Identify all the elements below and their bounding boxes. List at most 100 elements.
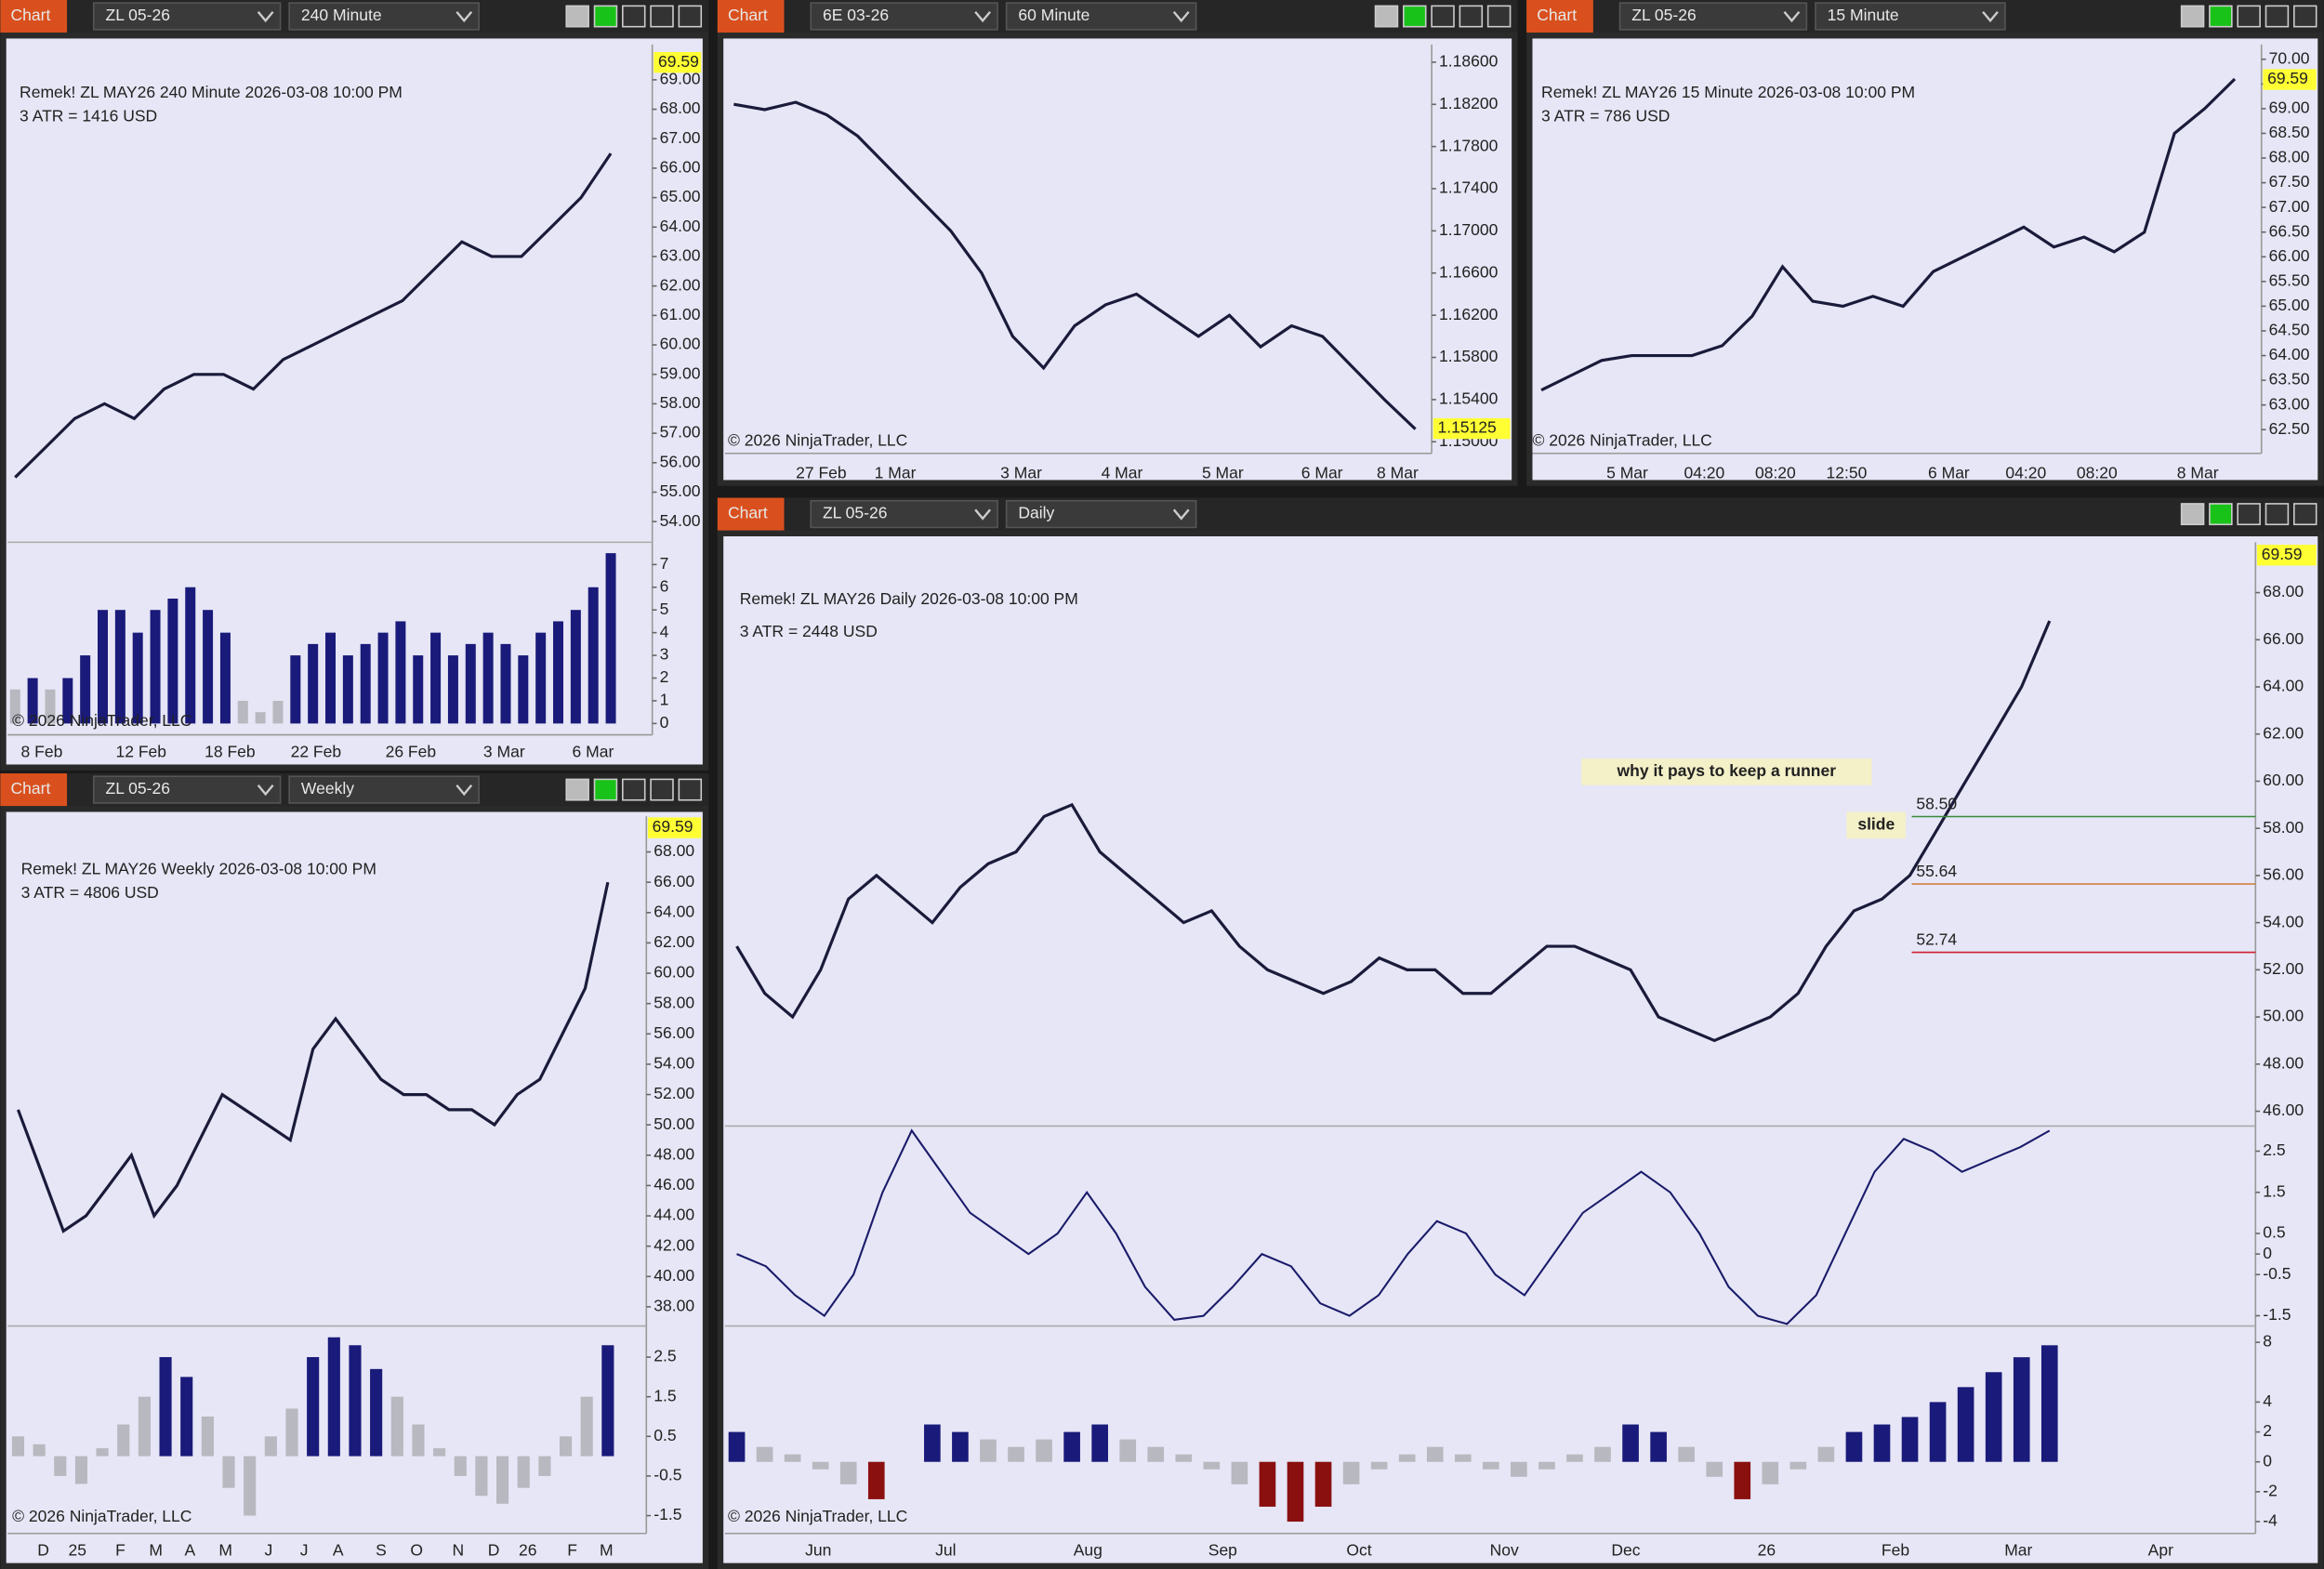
price-label: 57.00 (660, 423, 701, 442)
price-label: 46.00 (2263, 1101, 2304, 1119)
date-label: F (115, 1540, 125, 1559)
window-button[interactable] (2209, 503, 2233, 526)
window-button[interactable] (650, 778, 674, 801)
timeframe-dropdown[interactable] (1815, 2, 2006, 31)
chart-window: Chart ZL 05-26 240 Minute54.0055.0056.0057… (0, 0, 709, 771)
price-label: 54.00 (2263, 912, 2304, 930)
price-label: 66.00 (660, 158, 701, 177)
chart-tab-label: Chart (728, 6, 768, 24)
price-label: 68.00 (2263, 582, 2304, 600)
window-button[interactable] (1403, 5, 1427, 28)
window-button[interactable] (593, 5, 618, 28)
window-button[interactable] (2209, 5, 2233, 28)
instrument-dropdown[interactable] (92, 2, 282, 31)
date-label: A (185, 1540, 196, 1559)
window-button[interactable] (565, 778, 589, 801)
price-label: 60.00 (654, 963, 694, 982)
histogram-bar (433, 1448, 446, 1457)
date-label: 04:20 (2005, 464, 2046, 482)
window-button[interactable] (678, 5, 703, 28)
chart-tab[interactable] (1526, 0, 1593, 33)
histogram-bar (728, 1431, 746, 1462)
window-button[interactable] (2180, 5, 2205, 28)
current-price-label: 69.59 (2267, 69, 2308, 87)
price-label: 68.50 (2269, 123, 2310, 141)
price-label: 67.00 (2269, 197, 2310, 216)
histogram-bar (980, 1439, 997, 1462)
chart-header: 3 ATR = 4806 USD (21, 883, 159, 902)
histogram-bar (33, 1444, 46, 1457)
window-button[interactable] (2237, 503, 2261, 526)
histogram-bar (1482, 1461, 1499, 1470)
instrument-dropdown[interactable] (810, 2, 998, 31)
timeframe-dropdown[interactable] (288, 2, 480, 31)
window-button[interactable] (2180, 503, 2205, 526)
date-label: 27 Feb (796, 464, 847, 482)
instrument-dropdown[interactable] (810, 499, 998, 529)
timeframe-dropdown[interactable] (1005, 2, 1197, 31)
window-button[interactable] (650, 5, 674, 28)
date-label: 8 Feb (21, 742, 63, 760)
histogram-bar (1845, 1431, 1863, 1462)
window-button[interactable] (1459, 5, 1484, 28)
window-button[interactable] (1486, 5, 1512, 28)
date-label: 18 Feb (205, 742, 256, 760)
window-button[interactable] (2265, 503, 2290, 526)
window-button[interactable] (622, 5, 646, 28)
window-button[interactable] (678, 778, 703, 801)
window-button[interactable] (2292, 5, 2317, 28)
price-label: -1.5 (654, 1505, 681, 1523)
window-button[interactable] (593, 778, 618, 801)
timeframe-dropdown-arrow (456, 784, 473, 797)
toolbar: Chart ZL 05-26 Daily (717, 497, 2324, 531)
histogram-bar (465, 643, 476, 724)
instrument-dropdown-label: ZL 05-26 (106, 779, 170, 798)
histogram-bar (219, 632, 231, 724)
price-label: 38.00 (654, 1297, 694, 1315)
chart-tab[interactable] (717, 497, 785, 531)
date-label: N (453, 1540, 465, 1559)
histogram-bar (1370, 1461, 1388, 1470)
histogram-bar (588, 587, 599, 724)
price-label: 46.00 (654, 1175, 694, 1193)
chart-tab[interactable] (717, 0, 785, 33)
timeframe-dropdown-arrow (456, 10, 473, 23)
window-button[interactable] (622, 778, 646, 801)
histogram-bar (601, 1345, 614, 1457)
window-button[interactable] (2265, 5, 2290, 28)
date-label: Mar (2004, 1540, 2032, 1559)
window-button[interactable] (2292, 503, 2317, 526)
histogram-bar (1398, 1454, 1416, 1462)
timeframe-dropdown[interactable] (1005, 499, 1197, 529)
histogram-bar (180, 1377, 193, 1457)
price-label: 1.5 (2263, 1181, 2285, 1200)
price-label: 67.00 (660, 128, 701, 147)
price-label: 66.50 (2269, 221, 2310, 240)
price-label: 0 (660, 713, 669, 732)
current-price-label: 69.59 (658, 52, 699, 71)
copyright: © 2026 NinjaTrader, LLC (728, 431, 907, 450)
price-label: 65.00 (660, 187, 701, 205)
chart-tab[interactable] (0, 773, 68, 807)
histogram-bar (80, 655, 91, 724)
date-label: Sep (1208, 1540, 1237, 1559)
price-label: 61.00 (660, 305, 701, 323)
histogram-bar (9, 689, 20, 724)
window-button[interactable] (565, 5, 589, 28)
chart-tab[interactable] (0, 0, 68, 33)
histogram-bar (1734, 1461, 1751, 1499)
date-label: 3 Mar (1000, 464, 1042, 482)
window-button[interactable] (1374, 5, 1399, 28)
histogram-bar (159, 1357, 172, 1457)
window-button[interactable] (1431, 5, 1455, 28)
instrument-dropdown[interactable] (92, 775, 282, 804)
timeframe-dropdown[interactable] (288, 775, 480, 804)
copyright: © 2026 NinjaTrader, LLC (1532, 431, 1711, 450)
instrument-dropdown[interactable] (1618, 2, 1808, 31)
histogram-bar (167, 598, 178, 724)
price-label: 1.15800 (1439, 347, 1499, 365)
date-label: 4 Mar (1102, 464, 1143, 482)
window-button[interactable] (2237, 5, 2261, 28)
price-label: 64.00 (2269, 345, 2310, 363)
